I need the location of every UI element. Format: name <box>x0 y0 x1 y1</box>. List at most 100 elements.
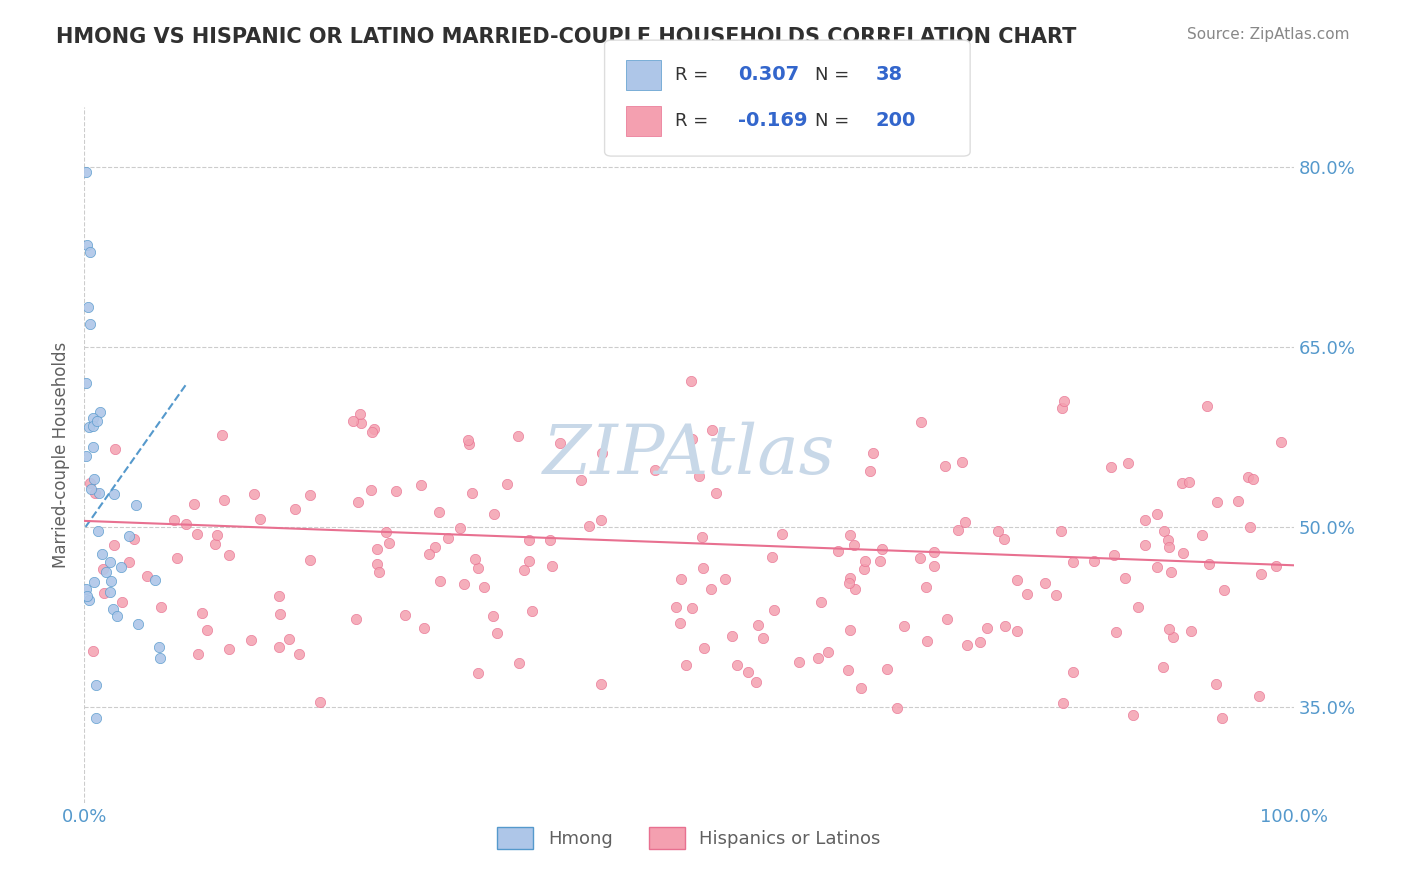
Point <box>969 635 991 649</box>
Point <box>93 585 115 599</box>
Point <box>1226 494 1249 508</box>
Point <box>187 647 209 661</box>
Bar <box>626 105 661 136</box>
Point <box>76 590 98 604</box>
Point <box>394 608 416 623</box>
Point <box>1177 475 1199 489</box>
Point <box>363 422 385 436</box>
Point <box>135 569 157 583</box>
Point <box>461 486 484 500</box>
Point <box>548 435 571 450</box>
Point <box>578 519 600 533</box>
Point <box>690 530 713 544</box>
Text: 38: 38 <box>876 65 903 84</box>
Point <box>191 606 214 620</box>
Point <box>1045 589 1067 603</box>
Point <box>770 526 793 541</box>
Point <box>1270 435 1292 450</box>
Point <box>1159 622 1181 636</box>
Point <box>644 463 666 477</box>
Point <box>105 608 128 623</box>
Point <box>817 644 839 658</box>
Point <box>1049 524 1071 538</box>
Point <box>122 532 145 546</box>
Point <box>1083 554 1105 568</box>
Point <box>1052 697 1074 711</box>
Point <box>910 415 932 429</box>
Point <box>342 413 364 427</box>
Point <box>148 640 170 655</box>
Point <box>150 599 173 614</box>
Point <box>1102 548 1125 562</box>
Point <box>506 429 529 443</box>
Point <box>853 554 876 568</box>
Point <box>955 638 977 652</box>
Point <box>347 495 370 509</box>
Point <box>569 473 592 487</box>
Point <box>360 425 382 439</box>
Point <box>513 563 536 577</box>
Point <box>86 524 108 538</box>
Point <box>118 555 141 569</box>
Point <box>700 423 723 437</box>
Point <box>1239 520 1261 534</box>
Point <box>869 554 891 568</box>
Point <box>214 492 236 507</box>
Point <box>915 634 938 648</box>
Point <box>807 650 830 665</box>
Point <box>427 505 450 519</box>
Point <box>298 553 321 567</box>
Point <box>1180 624 1202 639</box>
Point <box>127 616 149 631</box>
Point <box>125 498 148 512</box>
Point <box>89 405 111 419</box>
Point <box>204 537 226 551</box>
Point <box>1249 689 1271 703</box>
Point <box>76 238 98 252</box>
Point <box>839 571 862 585</box>
Point <box>1157 533 1180 547</box>
Point <box>1211 711 1233 725</box>
Point <box>412 621 434 635</box>
Point <box>915 580 938 594</box>
Point <box>166 550 188 565</box>
Point <box>218 548 240 562</box>
Point <box>174 517 197 532</box>
Point <box>976 621 998 635</box>
Point <box>679 375 702 389</box>
Point <box>75 449 97 463</box>
Point <box>872 542 894 557</box>
Point <box>143 573 166 587</box>
Point <box>1153 524 1175 538</box>
Point <box>1191 528 1213 542</box>
Point <box>541 558 564 573</box>
Point <box>464 552 486 566</box>
Point <box>485 626 508 640</box>
Point <box>589 513 612 527</box>
Bar <box>626 60 661 89</box>
Point <box>344 612 367 626</box>
Point <box>1099 459 1122 474</box>
Point <box>853 562 876 576</box>
Point <box>838 575 860 590</box>
Point <box>1122 707 1144 722</box>
Point <box>669 615 692 630</box>
Point <box>149 651 172 665</box>
Text: R =: R = <box>675 112 714 129</box>
Point <box>75 165 97 179</box>
Text: N =: N = <box>815 112 855 129</box>
Point <box>517 533 540 548</box>
Point <box>844 582 866 596</box>
Point <box>98 585 121 599</box>
Point <box>838 528 860 542</box>
Point <box>87 486 110 500</box>
Point <box>862 446 884 460</box>
Point <box>987 524 1010 538</box>
Point <box>118 529 141 543</box>
Point <box>1213 583 1236 598</box>
Point <box>747 618 769 632</box>
Point <box>103 486 125 500</box>
Point <box>474 581 496 595</box>
Point <box>83 472 105 486</box>
Point <box>111 595 134 609</box>
